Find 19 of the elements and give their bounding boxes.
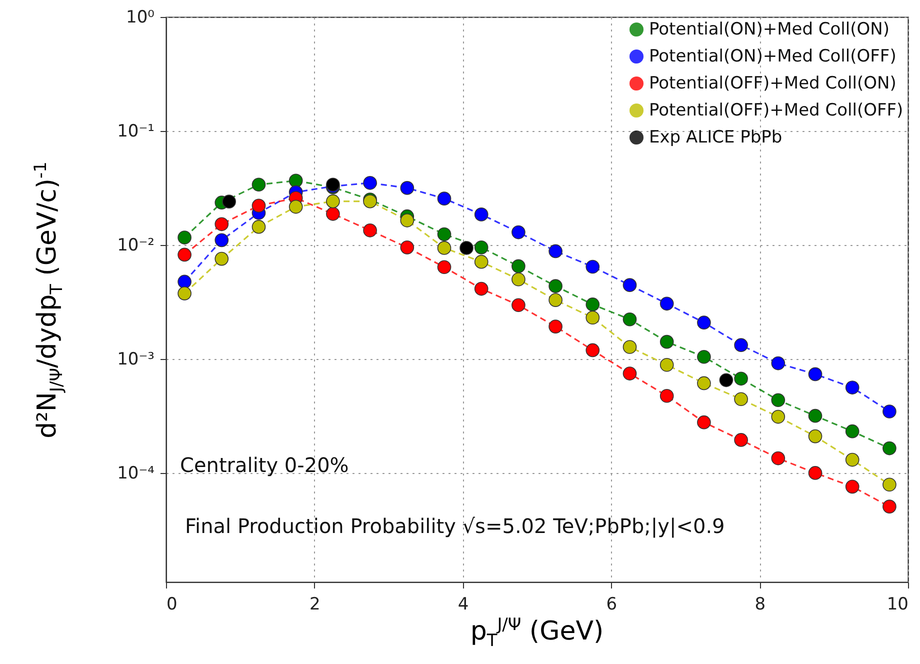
y-tick-label: 10⁻³ <box>117 349 154 370</box>
legend-label: Potential(OFF)+Med Coll(ON) <box>649 74 896 94</box>
x-axis-title: p$_{T}$$^{J/Ψ}$ (GeV) <box>470 614 604 650</box>
legend-label: Potential(OFF)+Med Coll(OFF) <box>649 100 904 120</box>
y-tick-label: 10⁻⁴ <box>117 463 155 484</box>
x-tick-label: 10 <box>886 594 908 614</box>
legend-label: Potential(ON)+Med Coll(ON) <box>649 20 890 40</box>
x-tick-label: 6 <box>606 594 618 614</box>
x-tick-label: 8 <box>754 594 766 614</box>
x-tick-label: 4 <box>458 594 469 614</box>
y-tick-label: 10⁻² <box>117 235 154 256</box>
y-tick-label: 10⁰ <box>126 8 155 28</box>
annotation: Centrality 0-20% <box>180 453 349 477</box>
annotation: Final Production Probability √s=5.02 TeV;PbPb;|y|<0.9 <box>185 514 725 538</box>
y-tick-label: 10⁻¹ <box>117 121 154 142</box>
x-tick-label: 0 <box>166 594 178 614</box>
legend-label: Exp ALICE PbPb <box>649 128 782 148</box>
legend-label: Potential(ON)+Med Coll(OFF) <box>649 46 896 66</box>
x-tick-label: 2 <box>309 594 320 614</box>
